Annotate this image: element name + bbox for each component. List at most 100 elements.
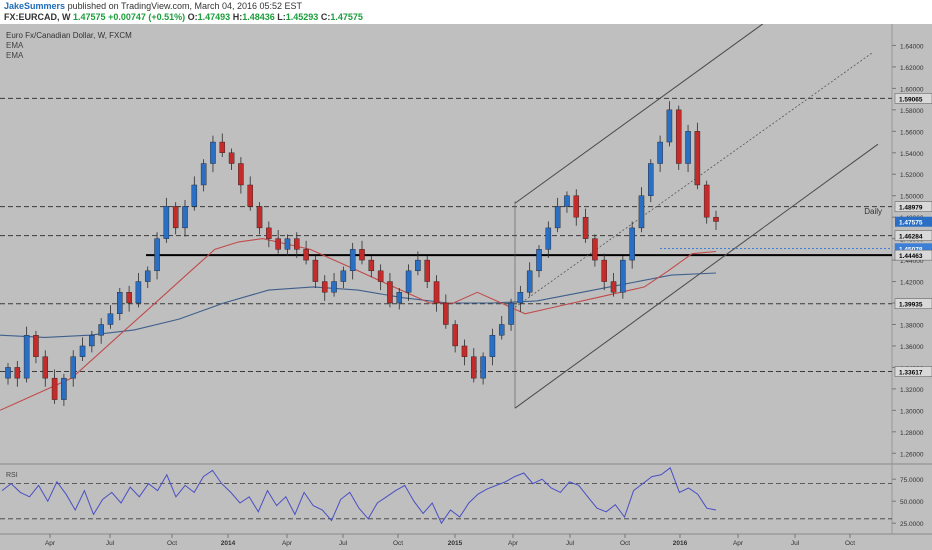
candle-body bbox=[349, 249, 356, 272]
level-price-tag bbox=[894, 230, 932, 241]
close-value: 1.47575 bbox=[330, 12, 363, 22]
author-link[interactable]: JakeSummers bbox=[4, 1, 66, 11]
ema-lines bbox=[0, 238, 717, 411]
candle-body bbox=[210, 141, 216, 164]
time-tick-label: 2015 bbox=[448, 540, 463, 547]
candle-body bbox=[247, 184, 253, 207]
candle-body bbox=[694, 131, 701, 186]
price-tick-label: 1.36000 bbox=[900, 344, 924, 351]
price-tick-label: 1.26000 bbox=[900, 451, 924, 458]
rsi-panel[interactable]: 75.0000 50.0000 25.0000 bbox=[0, 466, 924, 528]
candle-body bbox=[452, 324, 458, 347]
level-price-tag bbox=[894, 93, 932, 104]
candle-body bbox=[51, 377, 58, 400]
time-tick-label: 2016 bbox=[673, 540, 688, 547]
price-tick-label: 1.38000 bbox=[900, 322, 924, 329]
candle-body bbox=[713, 216, 719, 222]
channel-midline[interactable] bbox=[514, 52, 873, 308]
trend-channel[interactable] bbox=[514, 24, 879, 409]
level-price-label: 1.44463 bbox=[899, 253, 923, 260]
time-tick-label: Apr bbox=[733, 540, 744, 547]
price-tick-label: 1.28000 bbox=[900, 430, 924, 437]
time-axis[interactable]: Apr Jul Oct 2014 Apr Jul Oct 2015 Apr Jul Oct 2016 A… bbox=[45, 534, 855, 547]
rsi-tick-label: 25.0000 bbox=[900, 521, 924, 528]
candle-body bbox=[638, 195, 645, 229]
candle-body bbox=[172, 206, 179, 229]
price-tick-label: 1.60000 bbox=[900, 86, 924, 93]
horizontal-levels[interactable] bbox=[0, 97, 892, 373]
legend-ema-2[interactable]: EMA bbox=[6, 51, 24, 60]
quote-line: FX:EURCAD, W 1.47575 +0.00747 (+0.51%) O… bbox=[4, 12, 363, 23]
change-value: +0.00747 (+0.51%) bbox=[108, 12, 186, 22]
price-tick-label: 1.44000 bbox=[900, 258, 924, 265]
time-tick-label: Oct bbox=[620, 540, 630, 547]
candle-body bbox=[480, 356, 486, 379]
candle-body bbox=[275, 238, 281, 250]
low-value: 1.45293 bbox=[285, 12, 319, 22]
candle-body bbox=[191, 184, 198, 207]
candle-body bbox=[303, 249, 309, 261]
level-price-label: 1.46284 bbox=[899, 234, 923, 241]
last-price-label: 1.47575 bbox=[899, 220, 923, 227]
candle-body bbox=[321, 281, 328, 293]
candle-body bbox=[294, 238, 300, 250]
candle-body bbox=[228, 152, 235, 164]
candle-body bbox=[359, 249, 365, 261]
price-tick-label: 1.56000 bbox=[900, 129, 924, 136]
candle-body bbox=[387, 281, 393, 304]
candle-body bbox=[648, 163, 654, 196]
rsi-label: RSI bbox=[6, 472, 18, 479]
candle-body bbox=[219, 141, 226, 153]
chart-header: JakeSummers published on TradingView.com… bbox=[0, 0, 932, 24]
rsi-tick-label: 50.0000 bbox=[900, 499, 924, 506]
level-price-label: 1.48979 bbox=[899, 205, 923, 212]
time-tick-label: Jul bbox=[339, 540, 348, 547]
last-price-tag bbox=[895, 216, 932, 227]
candlestick-series bbox=[5, 101, 719, 407]
candle-body bbox=[135, 281, 142, 304]
ema-fast-line bbox=[0, 238, 717, 411]
chart-background bbox=[0, 24, 932, 550]
candle-body bbox=[70, 356, 76, 379]
candle-body bbox=[312, 259, 319, 282]
candle-body bbox=[545, 227, 552, 250]
candle-body bbox=[238, 163, 244, 186]
channel-lower-trendline[interactable] bbox=[514, 143, 879, 409]
candle-body bbox=[424, 259, 430, 282]
high-label: H: bbox=[232, 12, 243, 22]
price-tick-label: 1.42000 bbox=[900, 280, 924, 287]
candle-body bbox=[266, 227, 272, 239]
channel-upper-trendline[interactable] bbox=[514, 24, 770, 204]
candle-body bbox=[42, 356, 49, 379]
price-tick-label: 1.58000 bbox=[900, 108, 924, 115]
candle-body bbox=[154, 238, 160, 272]
candle-body bbox=[163, 206, 170, 239]
rsi-tick-label: 75.0000 bbox=[900, 477, 924, 484]
candle-body bbox=[368, 259, 375, 272]
rsi-line bbox=[1, 466, 717, 525]
candle-body bbox=[284, 238, 291, 250]
candle-body bbox=[582, 216, 589, 239]
price-tick-label: 1.32000 bbox=[900, 387, 924, 394]
candle-body bbox=[396, 292, 403, 304]
high-value: 1.48436 bbox=[242, 12, 275, 22]
price-tick-label: 1.52000 bbox=[900, 172, 924, 179]
candle-body bbox=[98, 324, 104, 336]
time-tick-label: Apr bbox=[282, 540, 293, 547]
candle-body bbox=[610, 281, 617, 293]
legend-ema-1[interactable]: EMA bbox=[6, 41, 24, 50]
candle-body bbox=[573, 195, 580, 218]
candle-body bbox=[601, 259, 607, 282]
chart-canvas[interactable]: 1.64000 1.62000 1.60000 1.58000 1.56000 1.540… bbox=[0, 24, 932, 550]
symbol-label[interactable]: FX:EURCAD, W bbox=[4, 12, 71, 22]
candle-body bbox=[461, 345, 468, 357]
open-label: O: bbox=[187, 12, 198, 22]
candle-body bbox=[443, 302, 449, 325]
price-tags: 1.590651.489791.462841.450781.444631.399… bbox=[894, 93, 932, 377]
level-price-label: 1.39935 bbox=[899, 302, 923, 309]
candle-body bbox=[377, 270, 384, 282]
time-tick-label: Oct bbox=[393, 540, 403, 547]
candle-body bbox=[703, 184, 710, 218]
time-tick-label: Apr bbox=[508, 540, 519, 547]
candle-body bbox=[564, 195, 570, 207]
